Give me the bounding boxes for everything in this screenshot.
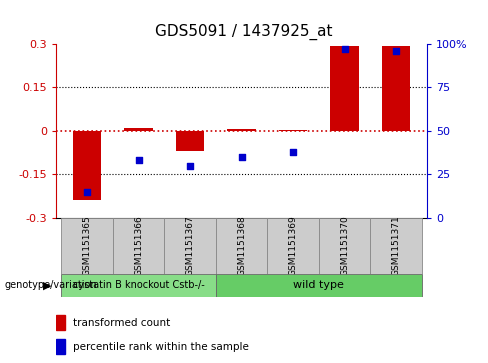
- Bar: [124, 129, 153, 131]
- Text: percentile rank within the sample: percentile rank within the sample: [73, 342, 249, 352]
- Bar: [382, 46, 410, 131]
- Text: wild type: wild type: [293, 280, 344, 290]
- Text: GSM1151371: GSM1151371: [391, 216, 401, 276]
- Text: GSM1151369: GSM1151369: [288, 216, 298, 276]
- Bar: [216, 274, 422, 297]
- Point: [341, 46, 348, 52]
- Bar: [56, 339, 65, 354]
- Bar: [267, 218, 319, 274]
- Text: GSM1151368: GSM1151368: [237, 216, 246, 276]
- Bar: [176, 131, 204, 151]
- Bar: [279, 130, 307, 131]
- Text: GSM1151367: GSM1151367: [185, 216, 195, 276]
- Text: cystatin B knockout Cstb-/-: cystatin B knockout Cstb-/-: [73, 280, 204, 290]
- Text: ▶: ▶: [43, 280, 51, 290]
- Text: genotype/variation: genotype/variation: [5, 280, 98, 290]
- Bar: [370, 218, 422, 274]
- Bar: [56, 315, 65, 330]
- Bar: [319, 218, 370, 274]
- Bar: [164, 218, 216, 274]
- Text: transformed count: transformed count: [73, 318, 170, 328]
- Text: GSM1151365: GSM1151365: [82, 216, 92, 276]
- Bar: [216, 218, 267, 274]
- Point: [135, 158, 142, 163]
- Text: GSM1151366: GSM1151366: [134, 216, 143, 276]
- Bar: [113, 218, 164, 274]
- Bar: [61, 274, 216, 297]
- Point: [392, 48, 400, 53]
- Bar: [227, 129, 256, 131]
- Text: GDS5091 / 1437925_at: GDS5091 / 1437925_at: [155, 24, 333, 40]
- Text: GSM1151370: GSM1151370: [340, 216, 349, 276]
- Bar: [73, 131, 101, 200]
- Point: [289, 149, 297, 155]
- Point: [238, 154, 245, 160]
- Point: [83, 189, 91, 195]
- Point: [186, 163, 194, 168]
- Bar: [330, 46, 359, 131]
- Bar: [61, 218, 113, 274]
